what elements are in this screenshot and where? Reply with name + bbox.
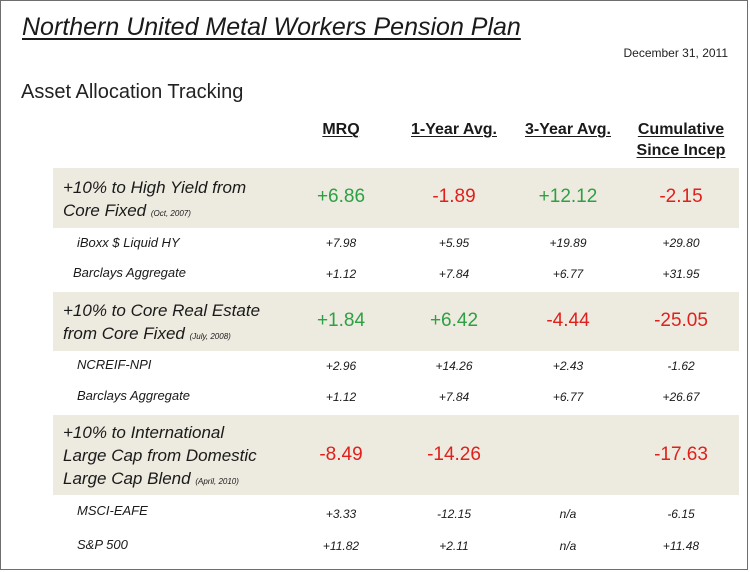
group-value-mrq: +1.84 [316, 310, 366, 331]
group-label-line: +10% to Core Real Estate [63, 301, 261, 320]
row-value: +11.48 [662, 539, 700, 553]
row-value: +6.77 [552, 390, 584, 404]
row-value: +19.89 [549, 236, 587, 250]
section-subtitle: Asset Allocation Tracking [21, 81, 244, 103]
group-value-1yr: -1.89 [432, 186, 476, 207]
row-label: Barclays Aggregate [73, 265, 186, 280]
row-value: +11.82 [322, 539, 360, 553]
group-label-line: Large Cap Blend [63, 469, 191, 488]
group-value-1yr: -14.26 [427, 444, 481, 465]
row-value: -12.15 [436, 507, 472, 521]
row-value: -1.62 [667, 359, 695, 373]
group-value-cumulative: -17.63 [654, 444, 708, 465]
row-value: +14.26 [435, 359, 473, 373]
group-band-real-estate [53, 292, 739, 351]
row-value: +1.12 [325, 267, 357, 281]
group-value-3yr: +12.12 [538, 186, 598, 207]
row-value: -6.15 [667, 507, 695, 521]
group-band-international [53, 415, 739, 495]
column-header-1yr: 1-Year Avg. [411, 121, 497, 138]
row-value: +2.11 [439, 539, 469, 553]
group-value-cumulative: -2.15 [659, 186, 703, 207]
row-value: +7.84 [438, 267, 470, 281]
row-label: Barclays Aggregate [77, 388, 190, 403]
row-value: +3.33 [325, 507, 357, 521]
group-label-line: Large Cap from Domestic [63, 446, 257, 465]
row-label: S&P 500 [77, 537, 128, 552]
group-label-high-yield: +10% to High Yield from Core Fixed (Oct,… [63, 176, 246, 225]
row-value: n/a [559, 539, 577, 553]
group-label-line: +10% to International [63, 423, 225, 442]
row-value: +6.77 [552, 267, 584, 281]
column-header-mrq: MRQ [322, 121, 360, 138]
row-value: +2.43 [552, 359, 584, 373]
row-value: +7.98 [325, 236, 357, 250]
group-date-note: (July, 2008) [189, 332, 231, 341]
row-value: +26.67 [662, 390, 700, 404]
row-value: +7.84 [438, 390, 470, 404]
group-value-1yr: +6.42 [429, 310, 479, 331]
group-band-high-yield [53, 168, 739, 228]
group-value-3yr: -4.44 [546, 310, 590, 331]
group-date-note: (April, 2010) [195, 477, 239, 486]
report-date: December 31, 2011 [623, 46, 728, 60]
group-date-note: (Oct, 2007) [150, 209, 191, 218]
row-value: +29.80 [662, 236, 700, 250]
group-label-line: from Core Fixed [63, 324, 185, 343]
group-label-real-estate: +10% to Core Real Estate from Core Fixed… [63, 299, 260, 348]
group-value-mrq: -8.49 [319, 444, 363, 465]
group-label-line: Core Fixed [63, 201, 147, 220]
group-value-cumulative: -25.05 [654, 310, 708, 331]
column-header-cumulative: Cumulative Since Incep [636, 121, 726, 159]
group-label-line: +10% to High Yield from [63, 178, 247, 197]
row-label: iBoxx $ Liquid HY [77, 235, 180, 250]
row-value: +31.95 [662, 267, 700, 281]
row-value: +2.96 [325, 359, 357, 373]
row-value: n/a [559, 507, 577, 521]
column-header-3yr: 3-Year Avg. [525, 121, 611, 138]
row-value: +1.12 [325, 390, 357, 404]
page-title: Northern United Metal Workers Pension Pl… [22, 13, 521, 41]
group-label-international: +10% to International Large Cap from Dom… [63, 421, 257, 493]
row-label: NCREIF-NPI [77, 357, 152, 372]
row-value: +5.95 [438, 236, 470, 250]
group-value-mrq: +6.86 [316, 186, 366, 207]
row-label: MSCI-EAFE [77, 503, 148, 518]
